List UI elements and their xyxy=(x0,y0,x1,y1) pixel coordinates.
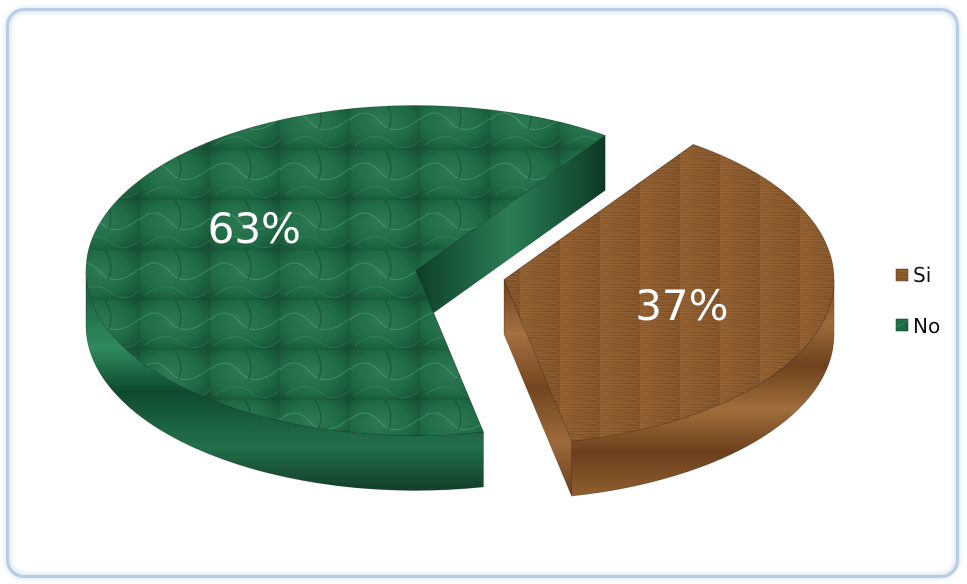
legend-label-no: No xyxy=(913,314,940,338)
pie-slice-si xyxy=(503,143,835,497)
legend-label-si: Si xyxy=(913,263,931,287)
slices-layer xyxy=(85,105,835,497)
data-label-no: 63% xyxy=(208,204,301,253)
pie-slice-no xyxy=(85,105,607,491)
pie-slice-si-top xyxy=(503,143,835,442)
legend-swatch-no xyxy=(895,318,909,332)
legend: Si No xyxy=(895,263,940,338)
pie-slice-no-top xyxy=(85,105,607,436)
pie-slice-no-side xyxy=(85,270,484,491)
data-label-si: 37% xyxy=(635,281,728,330)
legend-swatch-si xyxy=(895,268,909,282)
labels-layer: 63% 37% xyxy=(208,204,729,330)
